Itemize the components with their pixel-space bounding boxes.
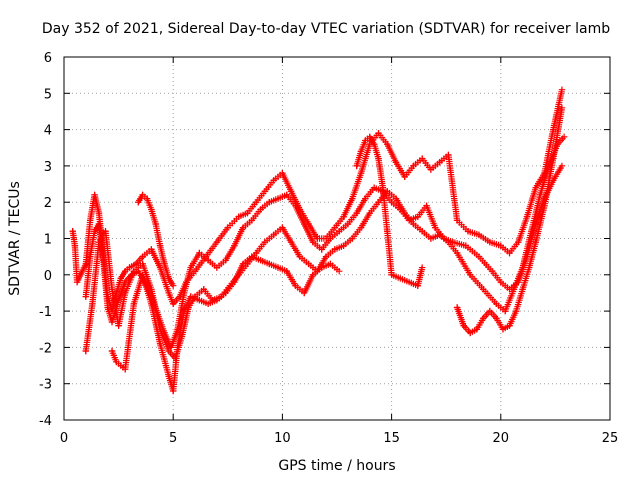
series-trace [135, 133, 425, 289]
y-tick-label: -3 [39, 378, 52, 393]
y-tick-label: 5 [44, 87, 52, 102]
x-tick-label: 0 [60, 431, 68, 446]
series-6 [135, 133, 426, 289]
y-tick-label: 6 [44, 51, 52, 66]
x-axis-label: GPS time / hours [278, 458, 395, 474]
y-tick-label: -1 [39, 305, 52, 320]
y-tick-label: -4 [39, 414, 52, 429]
y-tick-label: 3 [44, 160, 52, 175]
chart-title: Day 352 of 2021, Sidereal Day-to-day VTE… [42, 21, 610, 37]
y-axis-label: SDTVAR / TECUs [7, 181, 23, 296]
data-marks [69, 86, 568, 395]
x-tick-label: 25 [602, 431, 619, 446]
y-tick-label: 0 [44, 269, 52, 284]
y-tick-label: -2 [39, 341, 52, 356]
x-tick-label: 15 [383, 431, 400, 446]
y-tick-label: 4 [44, 124, 52, 139]
plot-frame [63, 56, 611, 421]
x-tick-label: 20 [493, 431, 510, 446]
series-4 [108, 253, 343, 395]
series-trace [108, 253, 341, 395]
grid-lines [64, 57, 610, 420]
y-tick-label: 2 [44, 196, 52, 211]
series-5 [453, 104, 566, 337]
x-tick-label: 5 [169, 431, 177, 446]
axis-ticks: 0 5 10 15 20 25 -4 -3 -2 -1 0 1 2 3 4 5 6 [39, 51, 618, 446]
x-tick-label: 10 [274, 431, 291, 446]
y-tick-label: 1 [44, 233, 52, 248]
series-trace [453, 106, 565, 337]
